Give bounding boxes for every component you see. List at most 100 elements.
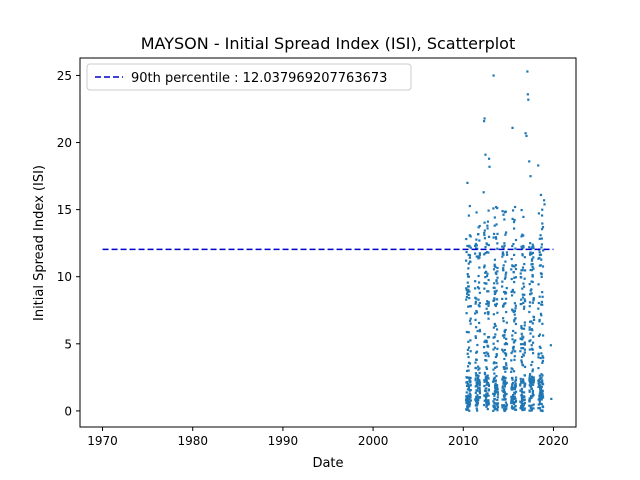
data-point <box>540 352 543 355</box>
data-point <box>493 392 496 395</box>
data-point <box>519 383 522 386</box>
data-point <box>503 404 506 407</box>
data-point <box>464 259 468 262</box>
data-point <box>540 228 544 231</box>
data-point <box>487 317 490 320</box>
data-point <box>523 348 526 351</box>
data-point <box>511 264 514 267</box>
data-points <box>464 70 553 413</box>
data-point <box>529 320 532 323</box>
data-point <box>477 396 480 399</box>
data-point <box>511 334 514 337</box>
data-point <box>465 376 468 379</box>
data-point <box>475 384 478 388</box>
data-point <box>493 303 497 306</box>
data-point <box>501 398 504 401</box>
data-point <box>469 381 472 384</box>
data-point <box>487 377 490 380</box>
data-point <box>539 193 543 197</box>
x-tick-label: 1970 <box>87 434 118 448</box>
data-point <box>529 395 533 398</box>
data-point <box>540 385 543 389</box>
data-point <box>528 377 531 380</box>
data-point <box>513 253 516 257</box>
data-point <box>478 384 481 387</box>
data-point <box>528 375 531 378</box>
data-point <box>514 397 517 400</box>
data-point <box>467 385 471 388</box>
data-point <box>502 389 506 393</box>
data-point <box>484 271 487 274</box>
data-point <box>503 277 507 280</box>
data-point <box>496 396 499 399</box>
data-point <box>503 385 507 388</box>
data-point <box>485 405 488 408</box>
data-point <box>492 379 495 382</box>
data-point <box>519 337 522 341</box>
data-point <box>528 310 531 314</box>
data-point <box>531 322 534 325</box>
data-point <box>523 391 526 394</box>
data-point <box>504 394 507 397</box>
data-point <box>513 387 516 390</box>
data-point <box>541 226 545 229</box>
data-point <box>514 307 517 310</box>
data-point <box>485 402 488 405</box>
data-point <box>502 268 505 272</box>
data-point <box>487 251 490 254</box>
data-point <box>531 251 535 255</box>
data-point <box>503 388 506 391</box>
data-point <box>537 406 540 410</box>
data-point <box>523 277 526 280</box>
data-point <box>504 276 507 279</box>
data-point <box>540 272 543 276</box>
data-point <box>484 339 487 342</box>
data-point <box>496 347 499 350</box>
data-point <box>523 374 527 377</box>
data-point <box>512 370 516 373</box>
data-point <box>475 238 478 241</box>
data-point <box>511 378 514 381</box>
data-point <box>514 379 517 382</box>
data-point <box>529 242 532 245</box>
data-point <box>465 330 468 334</box>
data-point <box>467 402 470 405</box>
data-point <box>521 296 525 299</box>
data-point <box>520 387 524 390</box>
data-point <box>519 350 522 353</box>
data-point <box>487 235 491 238</box>
data-point <box>541 222 544 225</box>
data-point <box>539 402 542 406</box>
data-point <box>469 396 472 399</box>
data-point <box>537 379 540 382</box>
data-point <box>510 395 513 398</box>
data-point <box>532 316 536 319</box>
data-point <box>541 395 544 398</box>
data-point <box>541 295 544 298</box>
data-point <box>492 232 496 236</box>
data-point <box>538 407 541 410</box>
plot-area-frame <box>79 57 577 428</box>
data-point <box>520 347 523 350</box>
data-point <box>483 237 487 240</box>
data-point <box>469 260 472 264</box>
data-point <box>504 401 508 404</box>
data-point <box>496 393 500 396</box>
data-point <box>519 272 522 275</box>
data-point <box>466 244 469 248</box>
data-point <box>477 398 480 402</box>
data-point <box>465 402 468 405</box>
data-point <box>474 247 478 250</box>
data-point <box>468 392 471 395</box>
data-point <box>522 395 525 399</box>
data-point <box>468 389 471 392</box>
data-point <box>523 324 526 327</box>
data-point <box>492 362 495 365</box>
data-point <box>483 120 486 123</box>
data-point <box>466 388 469 391</box>
data-point <box>511 209 515 212</box>
data-point <box>493 394 496 397</box>
data-point <box>541 361 544 364</box>
data-point <box>505 271 508 274</box>
